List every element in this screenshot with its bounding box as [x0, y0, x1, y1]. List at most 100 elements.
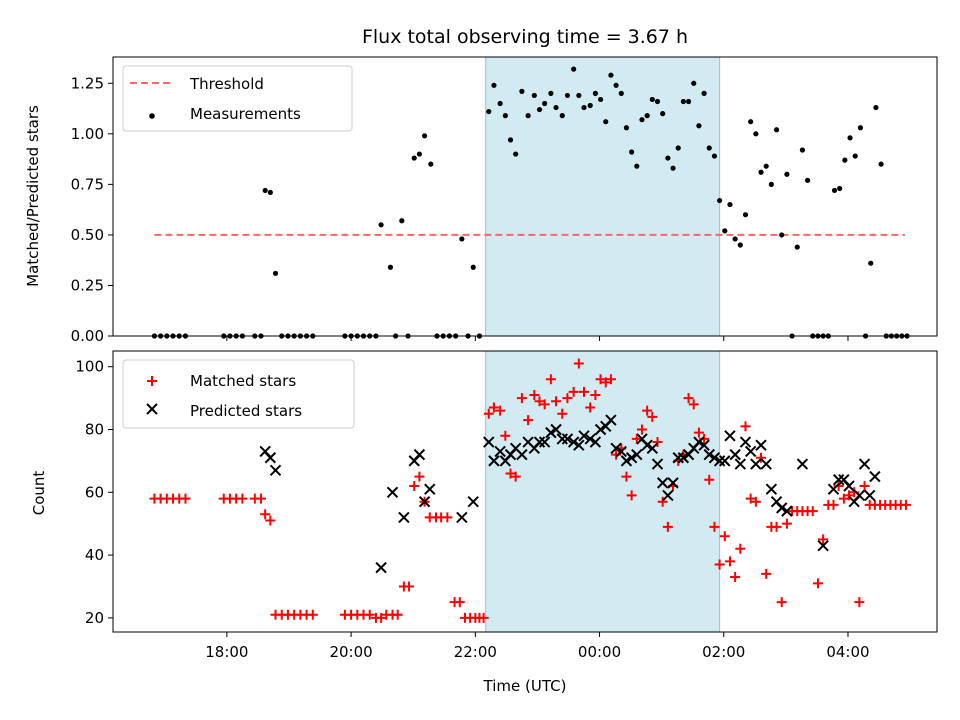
predicted-star-point [719, 455, 731, 467]
predicted-star-point [584, 433, 596, 445]
predicted-star-point [631, 448, 643, 461]
measurement-point [553, 104, 559, 111]
predicted-star-point [561, 433, 574, 445]
measurement-point [758, 169, 764, 175]
x-tick-label: 20:00 [329, 643, 372, 661]
top-points-layer [151, 66, 910, 339]
measurement-point [267, 189, 273, 196]
measurement-point [603, 119, 609, 125]
predicted-star-point [386, 486, 399, 498]
measurement-point [852, 153, 858, 159]
predicted-star-point [610, 442, 622, 455]
predicted-star-point [605, 414, 617, 426]
measurement-point [581, 104, 587, 111]
matched-star-point [626, 490, 637, 501]
measurement-point [654, 98, 661, 105]
measurement-point [411, 155, 417, 161]
predicted-star-point [817, 539, 829, 552]
matched-star-point [652, 437, 663, 448]
measurement-point [542, 100, 548, 107]
measurement-point [497, 100, 503, 107]
matched-star-point [771, 521, 782, 532]
bottom-ylabel: Count [30, 471, 48, 516]
measurement-point [779, 232, 785, 238]
predicted-star-point [734, 458, 747, 470]
predicted-star-point [703, 448, 715, 461]
matched-star-point [859, 481, 870, 492]
matched-star-point [709, 521, 720, 532]
measurement-point [486, 108, 492, 115]
matched-star-point [376, 612, 387, 623]
top-legend-frame [122, 65, 353, 132]
matched-star-point [265, 515, 276, 526]
y-tick-label: 0.75 [71, 175, 104, 193]
measurement-point [660, 111, 666, 117]
predicted-legend-label: Predicted stars [190, 402, 302, 420]
measurement-point [428, 161, 434, 167]
matched-star-point [854, 597, 865, 608]
predicted-star-point [615, 445, 627, 458]
matched-star-point [724, 556, 735, 567]
matched-star-point [495, 405, 506, 416]
measurement-point [842, 157, 848, 163]
matched-star-point [621, 471, 632, 482]
predicted-star-point [662, 489, 674, 502]
predicted-star-point [538, 436, 551, 448]
matched-star-point [838, 493, 849, 504]
predicted-star-point [578, 430, 590, 442]
matched-star-point [745, 493, 756, 504]
predicted-star-point [556, 433, 568, 445]
measurement-point [378, 222, 384, 228]
measurement-point [675, 145, 681, 151]
matched-star-point [523, 415, 534, 426]
predicted-star-point [750, 458, 762, 470]
measurement-point [272, 270, 279, 276]
y-tick-label: 100 [75, 358, 104, 376]
measurement-point [491, 82, 497, 88]
predicted-star-point [708, 452, 721, 464]
measurement-point [722, 228, 728, 234]
matched-star-point [237, 493, 248, 504]
measurements-legend-swatch [149, 113, 155, 119]
measurement-point [847, 135, 853, 141]
top-panel: Matched/Predicted stars 0.00 0.25 0.50 0.75… [24, 56, 938, 345]
predicted-star-point [677, 452, 690, 464]
matched-legend-label: Matched stars [190, 372, 296, 390]
measurement-point [784, 171, 790, 177]
bottom-points-layer [149, 358, 911, 623]
predicted-legend-swatch [146, 403, 158, 415]
matched-star-point [256, 493, 267, 504]
predicted-star-point [858, 458, 871, 470]
measurement-point [623, 125, 630, 131]
matched-star-point [900, 499, 911, 510]
measurement-point [519, 88, 525, 94]
predicted-star-point [776, 502, 788, 514]
y-tick-label: 80 [85, 420, 104, 438]
measurement-point [773, 127, 780, 133]
measurement-point [711, 153, 718, 159]
x-tick-label: 04:00 [826, 643, 869, 661]
predicted-star-point [853, 489, 866, 502]
measurement-point [571, 66, 577, 72]
measurement-point [696, 123, 702, 129]
measurement-point [525, 113, 531, 119]
matched-star-point [364, 609, 375, 620]
predicted-star-point [843, 480, 855, 492]
matched-star-point [510, 471, 521, 482]
measurement-point [613, 82, 619, 88]
predicted-star-point [864, 489, 876, 502]
measurement-point [701, 90, 707, 96]
bottom-legend-frame [122, 359, 355, 429]
measurement-point [262, 187, 268, 194]
predicted-star-point [594, 423, 607, 436]
measurement-point [737, 242, 743, 248]
top-ylabel: Matched/Predicted stars [24, 105, 42, 287]
matched-star-point [756, 452, 767, 463]
matched-star-point [812, 578, 823, 589]
predicted-star-point [744, 445, 757, 458]
measurement-point [502, 113, 508, 119]
matched-star-point [631, 433, 642, 444]
predicted-star-point [656, 477, 669, 489]
y-tick-label: 60 [85, 483, 104, 501]
measurement-point [691, 80, 697, 86]
